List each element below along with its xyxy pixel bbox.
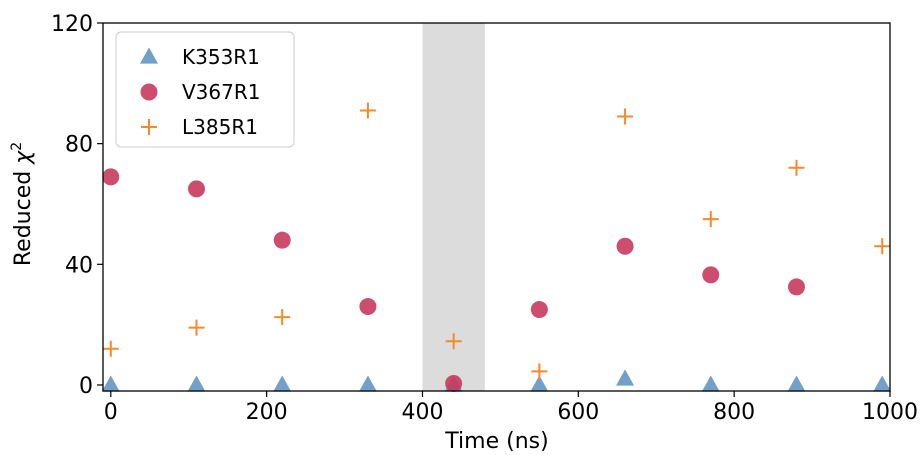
data-point-plus [102,340,119,357]
data-point-plus [702,211,719,228]
legend: K353R1 V367R1 L385R1 [115,31,295,148]
data-point-circle [273,231,291,249]
y-tick-label: 120 [51,12,93,37]
x-tick-label: 1000 [862,400,918,425]
data-point-triangle [187,375,206,392]
data-point-circle [787,278,805,296]
x-tick-label: 600 [557,400,599,425]
data-point-triangle [616,369,635,386]
data-point-triangle [701,375,720,392]
data-point-plus [874,238,891,255]
data-point-circle [445,374,463,392]
legend-marker-circle [140,83,158,101]
y-axis-label-symbol: χ [11,150,36,165]
data-point-circle [359,298,377,316]
legend-item: V367R1 [140,80,260,104]
legend-item: K353R1 [139,45,260,69]
legend-marker-plus [141,119,157,135]
data-point-plus [359,102,376,119]
data-points-layer [101,102,892,392]
x-tick-label: 200 [246,400,288,425]
y-tick-label: 40 [65,253,93,278]
series-K353R1 [101,369,892,392]
series-V367R1 [102,168,805,392]
data-point-plus [788,159,805,176]
legend-frame [115,31,295,148]
data-point-circle [702,266,720,284]
data-point-triangle [273,375,292,392]
data-point-circle [188,180,206,198]
data-point-plus [445,333,462,350]
shaded-region-layer [422,23,485,391]
plot-frame [102,22,891,392]
data-point-plus [274,309,291,326]
data-point-triangle [101,375,120,392]
y-tick-label: 80 [65,133,93,158]
legend-item: L385R1 [141,115,258,139]
x-tick-label: 400 [401,400,443,425]
y-axis-label: Reduced χ2 [9,142,36,266]
data-point-circle [530,301,548,319]
y-axis-label-superscript: 2 [9,142,25,151]
shaded-region [422,23,485,391]
legend-label: V367R1 [182,80,260,104]
x-tick-label: 0 [104,400,118,425]
axes-layer [102,22,891,392]
data-point-triangle [530,375,549,392]
y-axis-label-prefix: Reduced [11,164,36,266]
data-point-plus [617,108,634,125]
data-point-plus [188,319,205,336]
data-point-triangle [873,375,892,392]
data-point-triangle [358,375,377,392]
data-point-plus [531,363,548,380]
ticks-layer: 0 200 400 600 800 1000 0 40 80 120 [51,12,918,425]
series-L385R1 [102,102,891,380]
legend-label: L385R1 [182,115,258,139]
data-point-circle [616,237,634,255]
data-point-circle [102,168,120,186]
x-axis-label: Time (ns) [444,429,548,454]
x-tick-label: 800 [713,400,755,425]
legend-label: K353R1 [182,45,260,69]
data-point-triangle [787,375,806,392]
y-tick-label: 0 [79,374,93,399]
legend-marker-triangle [139,47,159,64]
